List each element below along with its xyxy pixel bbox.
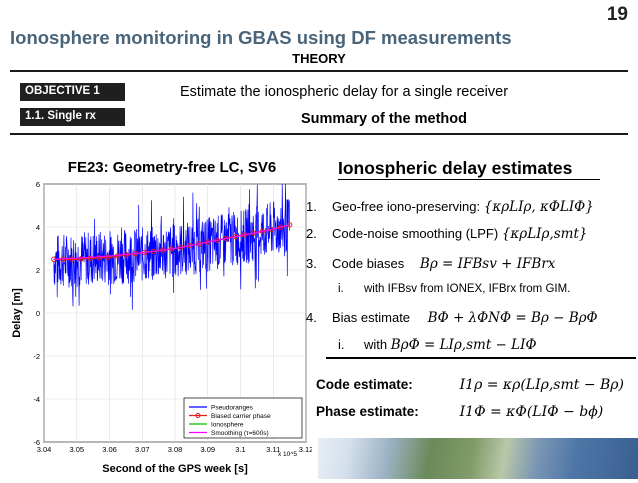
y-tick-label: -4	[33, 395, 40, 404]
slide-title: Ionosphere monitoring in GBAS using DF m…	[10, 27, 512, 48]
legend-marker	[195, 413, 201, 418]
y-axis-label: Delay [m]	[12, 288, 23, 338]
y-tick-label: 0	[36, 309, 40, 318]
objective-text: Estimate the ionospheric delay for a sin…	[180, 84, 509, 100]
carrier-phase-marker	[114, 253, 121, 259]
carrier-phase-marker	[69, 256, 75, 262]
step-number: 2.	[306, 226, 317, 241]
method-title: Summary of the method	[301, 111, 467, 127]
subsection-badge: 1.1. Single rx	[20, 108, 125, 126]
phase-estimate: Phase estimate: I1Φ = κΦ(LIΦ − bϕ)	[316, 404, 603, 420]
heading-underline	[338, 179, 600, 180]
phase-estimate-formula: I1Φ = κΦ(LIΦ − bϕ)	[459, 404, 604, 420]
step-number: 3.	[306, 256, 317, 271]
estimates-divider	[326, 357, 636, 359]
step-number: i.	[338, 283, 344, 295]
step-math: BΦ + λΦNΦ = Bρ − BρΦ	[427, 310, 598, 326]
pseudoranges-series	[53, 183, 290, 310]
step-3-note: i. with IFBsv from IONEX, IFBrx from GIM.	[338, 283, 570, 295]
carrier-phase-marker	[96, 255, 102, 261]
x-tick-label: 3.1	[235, 445, 245, 454]
chart-title: FE23: Geometry-free LC, SV6	[68, 159, 276, 176]
x-tick-label: 3.04	[37, 445, 52, 454]
header-bottom-line	[10, 133, 628, 135]
y-tick-label: -6	[33, 438, 40, 447]
carrier-phase-marker	[78, 256, 84, 262]
step-label: Bias estimate	[332, 310, 411, 325]
carrier-phase-marker	[87, 255, 93, 262]
code-estimate-label: Code estimate:	[316, 377, 413, 392]
step-label: with IFBsv from IONEX, IFBrx from GIM.	[364, 283, 571, 295]
delay-estimates-heading: Ionospheric delay estimates	[338, 158, 573, 178]
legend-box	[183, 397, 303, 439]
step-math: {κρLIρ,smt}	[501, 226, 588, 242]
phase-estimate-label: Phase estimate:	[316, 404, 419, 419]
x-multiplier: x 10^5	[278, 451, 297, 458]
legend-label: Pseudoranges	[211, 405, 254, 412]
step-math: BρΦ = LIρ,smt − LIΦ	[390, 337, 537, 353]
earth-image	[318, 438, 638, 479]
legend-label: Ionosphere	[211, 422, 244, 429]
step-label: Geo-free iono-preserving:	[332, 199, 481, 214]
x-axis-label: Second of the GPS week [s]	[102, 463, 248, 475]
chart-svg: FE23: Geometry-free LC, SV6 3.04 3.05 3.06…	[11, 159, 313, 475]
x-tick-label: 3.06	[102, 445, 117, 454]
legend-label: Biased carrier phase	[211, 413, 271, 420]
step-label: Code-noise smoothing (LPF)	[332, 226, 499, 241]
step-3: 3. Code biases Bρ = IFBsv + IFBrx	[306, 256, 555, 272]
x-tick-label: 3.12	[299, 445, 312, 454]
step-label: Code biases	[332, 256, 405, 271]
step-label: with	[364, 337, 388, 352]
x-tick-label: 3.07	[135, 445, 150, 454]
step-number: i.	[338, 337, 345, 352]
step-2: 2. Code-noise smoothing (LPF) {κρLIρ,smt}	[306, 226, 587, 242]
step-number: 1.	[306, 199, 317, 214]
y-tick-label: 2	[36, 266, 40, 275]
carrier-phase-marker	[105, 254, 111, 260]
carrier-phase-marker	[286, 222, 293, 228]
delay-chart: FE23: Geometry-free LC, SV6 3.04 3.05 3.06…	[11, 152, 313, 478]
section-label: THEORY	[292, 51, 346, 66]
legend-label: Smoothing (τ=600s)	[211, 430, 269, 437]
step-1: 1. Geo-free iono-preserving: {κρLIρ, κΦLI…	[306, 199, 594, 215]
step-math: {κρLIρ, κΦLIΦ}	[483, 199, 594, 215]
code-estimate: Code estimate: I1ρ = κρ(LIρ,smt − Bρ)	[316, 377, 624, 393]
page-number: 19	[606, 4, 628, 25]
header-top-line	[10, 70, 628, 72]
code-estimate-formula: I1ρ = κρ(LIρ,smt − Bρ)	[459, 377, 625, 393]
x-tick-label: 3.05	[69, 445, 84, 454]
x-tick-label: 3.09	[200, 445, 215, 454]
step-4-note: i. with BρΦ = LIρ,smt − LIΦ	[338, 337, 537, 353]
step-number: 4.	[306, 310, 317, 325]
y-tick-label: 6	[36, 180, 40, 189]
objective-badge: OBJECTIVE 1	[20, 83, 125, 101]
y-tick-label: 4	[36, 223, 40, 232]
step-math: Bρ = IFBsv + IFBrx	[419, 256, 556, 272]
x-tick-label: 3.08	[168, 445, 183, 454]
y-tick-label: -2	[33, 352, 40, 361]
smoothing-series	[53, 224, 290, 260]
x-tick-label: 3.11	[266, 445, 280, 454]
step-4: 4. Bias estimate BΦ + λΦNΦ = Bρ − BρΦ	[306, 310, 598, 326]
